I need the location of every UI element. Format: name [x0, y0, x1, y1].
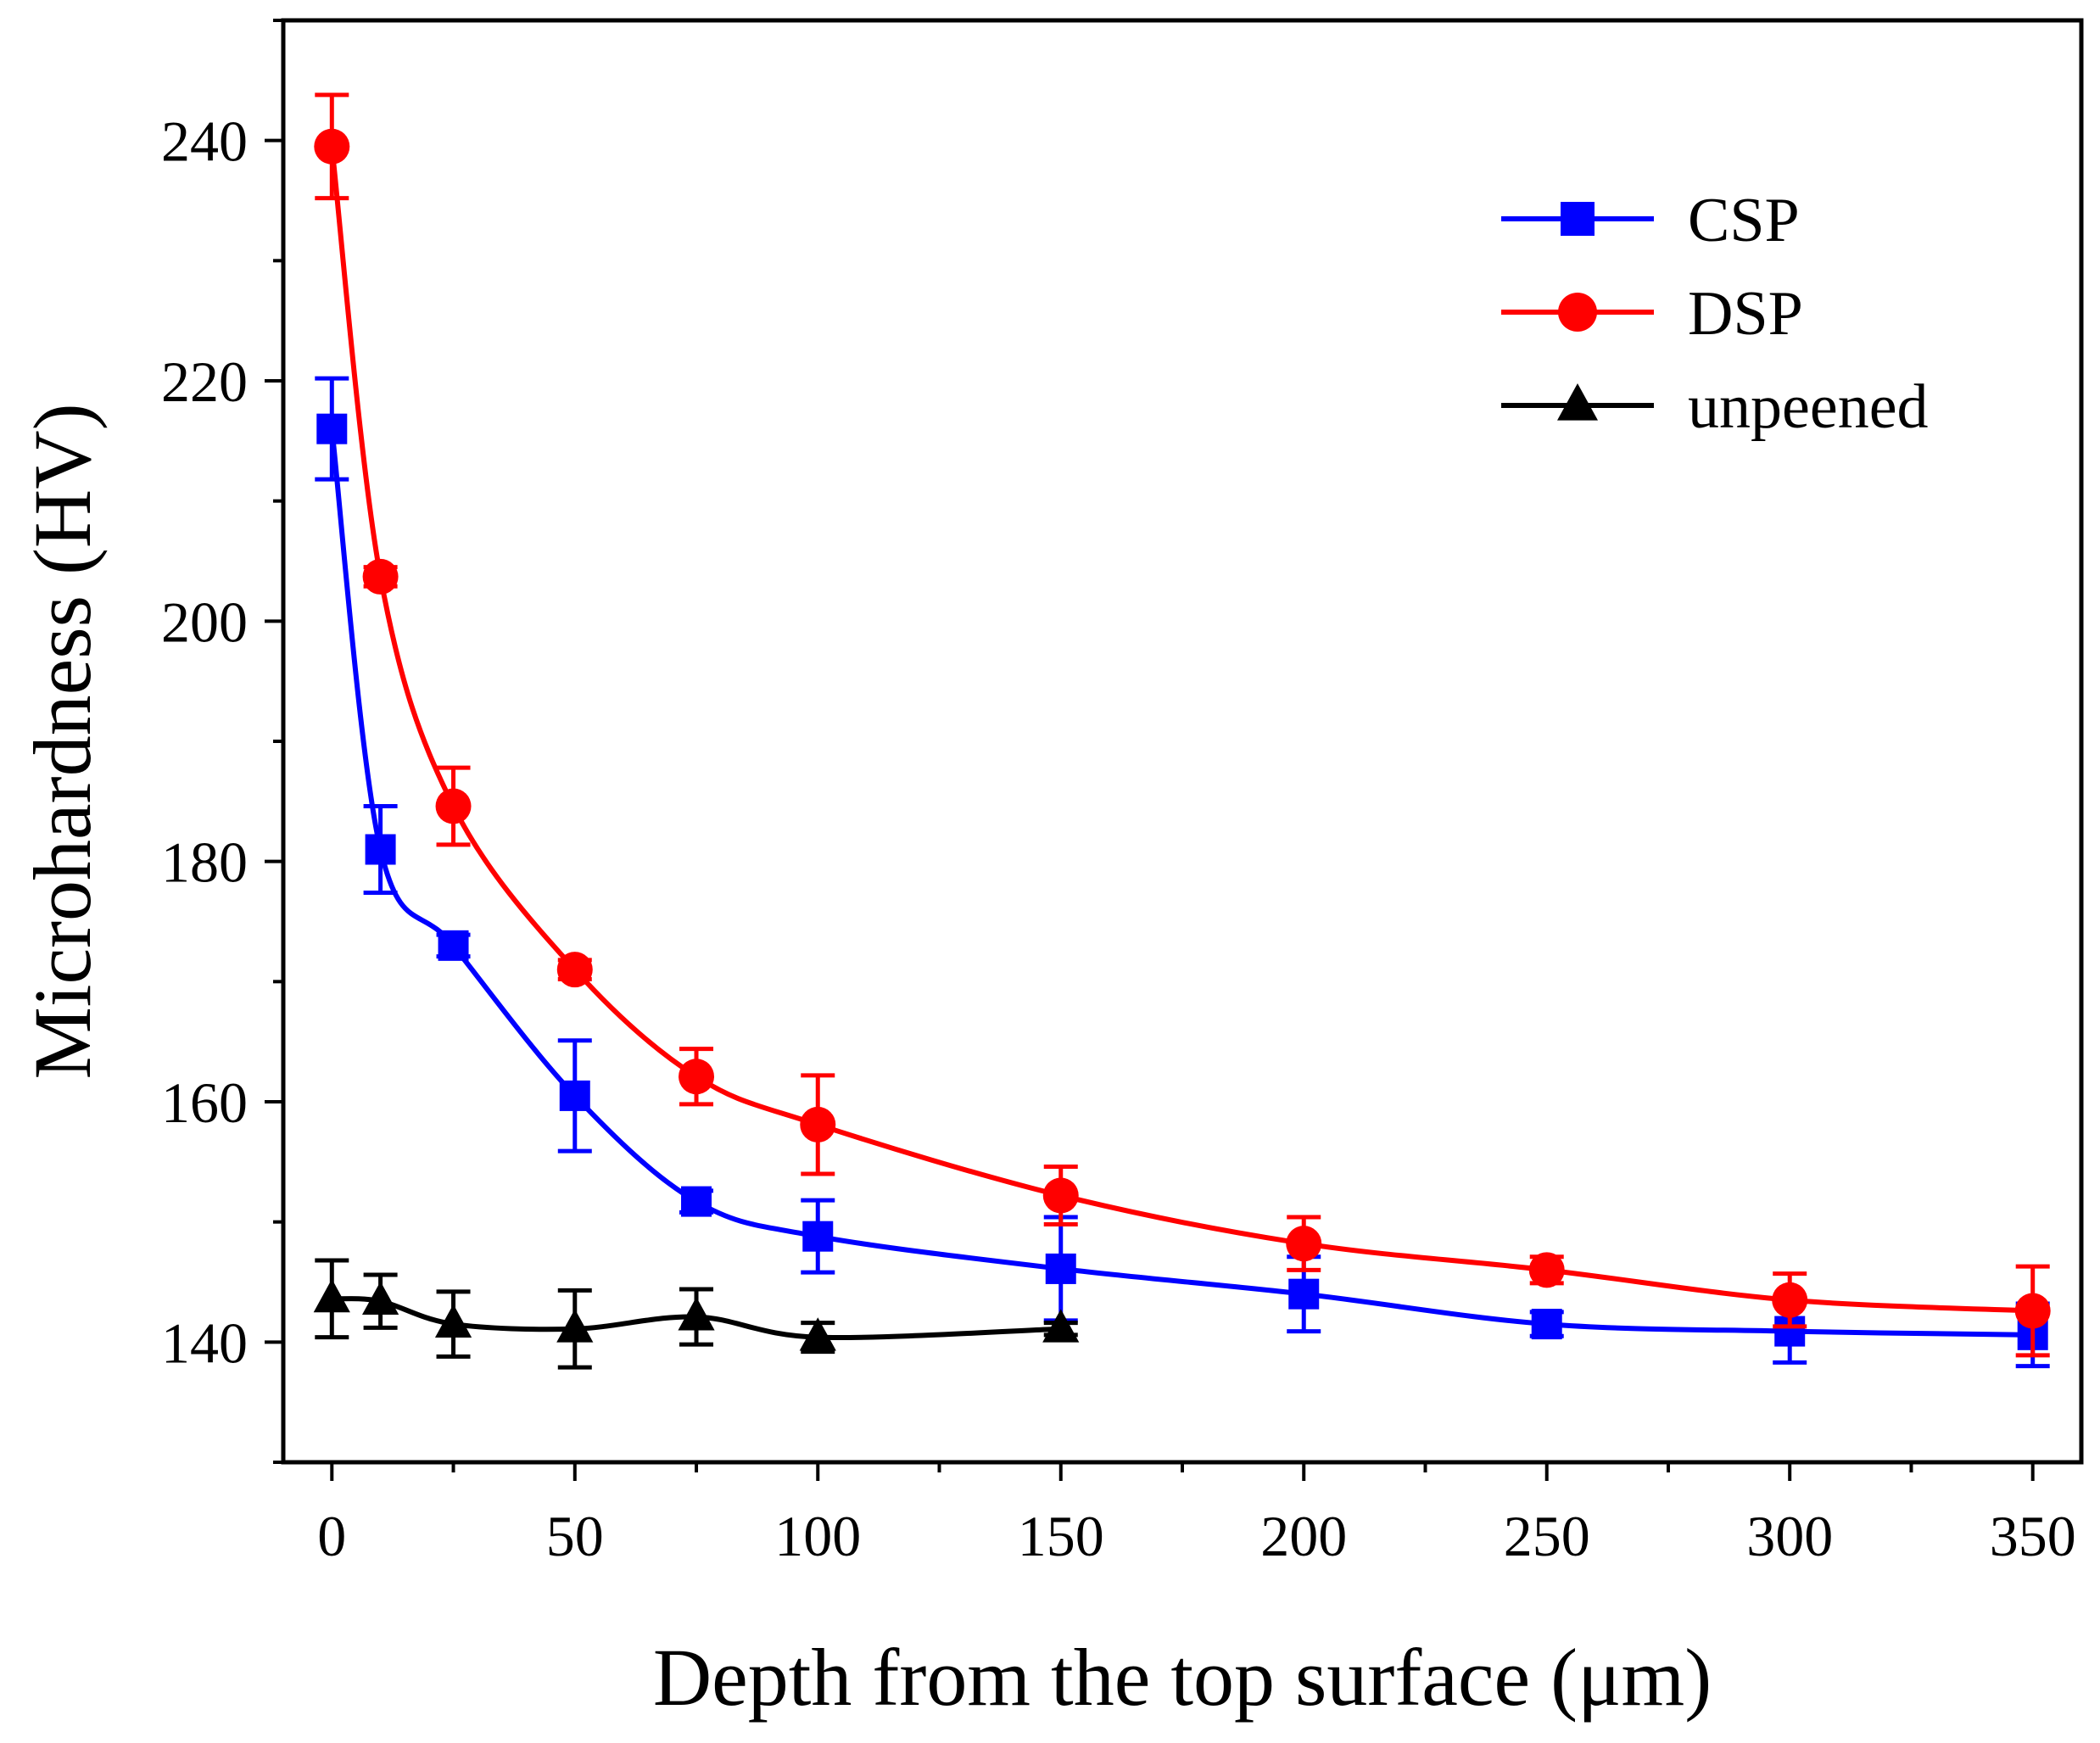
y-tick-label: 140: [161, 1310, 248, 1375]
data-point: [1042, 1177, 1079, 1214]
legend-marker: [1557, 383, 1598, 421]
data-point: [1042, 1309, 1080, 1343]
data-point: [361, 1281, 399, 1316]
data-point: [438, 930, 469, 961]
legend-marker: [1561, 202, 1595, 236]
data-point: [314, 128, 350, 165]
data-point: [802, 1221, 834, 1252]
x-tick-label: 100: [774, 1504, 861, 1568]
legend-label: CSP: [1688, 186, 1800, 255]
x-tick-label: 150: [1018, 1504, 1104, 1568]
data-point: [434, 1304, 472, 1338]
series-layer: [313, 92, 2051, 1370]
data-point: [799, 1317, 836, 1351]
plot-frame: [281, 18, 2084, 1465]
data-point: [678, 1297, 715, 1331]
y-tick-label: 160: [161, 1070, 248, 1135]
legend-marker: [1558, 293, 1597, 332]
y-tick-label: 180: [161, 830, 248, 895]
data-point: [1045, 1253, 1076, 1284]
data-point: [556, 1309, 594, 1343]
series-line: [332, 1296, 1061, 1340]
legend-label: DSP: [1688, 279, 1803, 349]
series-unpeened: [313, 1258, 1080, 1370]
data-point: [362, 558, 399, 595]
legend-item-CSP: CSP: [1501, 186, 1800, 255]
y-tick-label: 240: [161, 109, 248, 174]
x-tick-label: 250: [1504, 1504, 1590, 1568]
series-DSP: [314, 92, 2051, 1358]
x-axis-ticks: 0 50 100 150 200 250 300 350: [317, 1462, 2076, 1568]
data-point: [559, 1080, 590, 1111]
legend-item-DSP: DSP: [1501, 279, 1803, 349]
x-tick-label: 200: [1260, 1504, 1347, 1568]
data-point: [1772, 1282, 1808, 1318]
series-line: [329, 428, 2033, 1338]
y-tick-label: 220: [161, 349, 248, 414]
data-point: [1528, 1252, 1565, 1288]
data-point: [1531, 1309, 1562, 1340]
x-tick-label: 0: [317, 1504, 346, 1568]
x-tick-label: 300: [1746, 1504, 1833, 1568]
legend-label: unpeened: [1688, 372, 1929, 442]
data-point: [313, 1278, 350, 1313]
legend: CSP DSP unpeened: [1501, 186, 1929, 442]
y-tick-label: 200: [161, 589, 248, 654]
x-tick-label: 350: [1990, 1504, 2076, 1568]
y-axis-ticks: 140 160 180 200 220 240: [161, 19, 283, 1464]
series-CSP: [315, 376, 2050, 1369]
data-point: [681, 1186, 712, 1217]
data-point: [365, 834, 396, 865]
data-point: [556, 952, 593, 988]
y-axis-title: Microhardness (HV): [17, 403, 108, 1079]
data-point: [316, 413, 348, 444]
data-point: [435, 788, 472, 824]
data-point: [679, 1059, 715, 1095]
data-point: [800, 1106, 836, 1142]
data-point: [1286, 1226, 1322, 1262]
data-point: [2014, 1293, 2051, 1329]
x-axis-title: Depth from the top surface (μm): [653, 1632, 1712, 1723]
data-point: [1288, 1278, 1320, 1310]
legend-item-unpeened: unpeened: [1501, 372, 1929, 442]
x-tick-label: 50: [546, 1504, 604, 1568]
